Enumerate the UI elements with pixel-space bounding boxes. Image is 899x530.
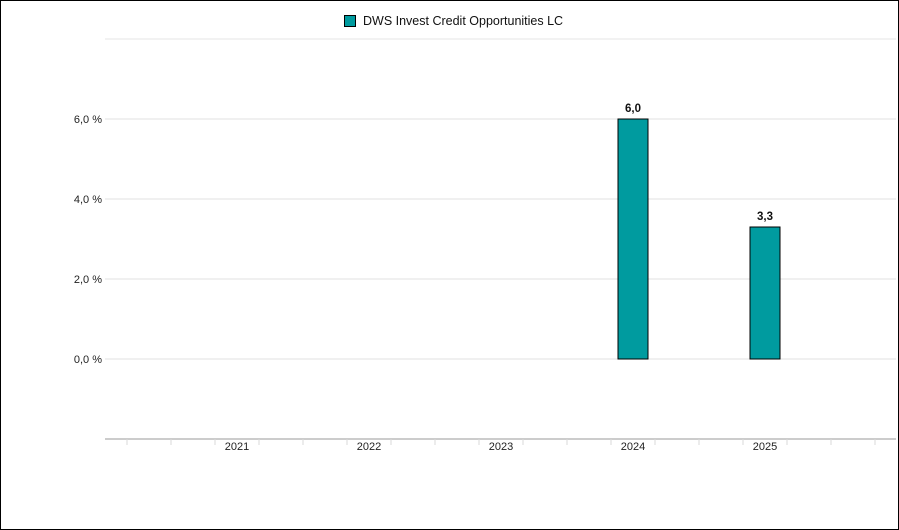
x-tick-label: 2024 bbox=[621, 441, 645, 453]
data-label-2024: 6,0 bbox=[625, 103, 641, 115]
bar-2025 bbox=[749, 226, 781, 360]
legend-swatch bbox=[344, 15, 356, 27]
x-tick-label: 2025 bbox=[753, 441, 777, 453]
bar-2024 bbox=[617, 118, 649, 360]
x-tick-label: 2022 bbox=[357, 441, 381, 453]
y-tick-label: 0,0 % bbox=[74, 354, 102, 366]
y-tick-label: 4,0 % bbox=[74, 194, 102, 206]
y-tick-label: 2,0 % bbox=[74, 274, 102, 286]
x-tick-label: 2023 bbox=[489, 441, 513, 453]
x-tick-label: 2021 bbox=[225, 441, 249, 453]
chart-legend[interactable]: DWS Invest Credit Opportunities LC bbox=[344, 14, 563, 28]
y-tick-label: 6,0 % bbox=[74, 114, 102, 126]
legend-label: DWS Invest Credit Opportunities LC bbox=[363, 14, 564, 28]
data-label-2025: 3,3 bbox=[757, 211, 773, 223]
